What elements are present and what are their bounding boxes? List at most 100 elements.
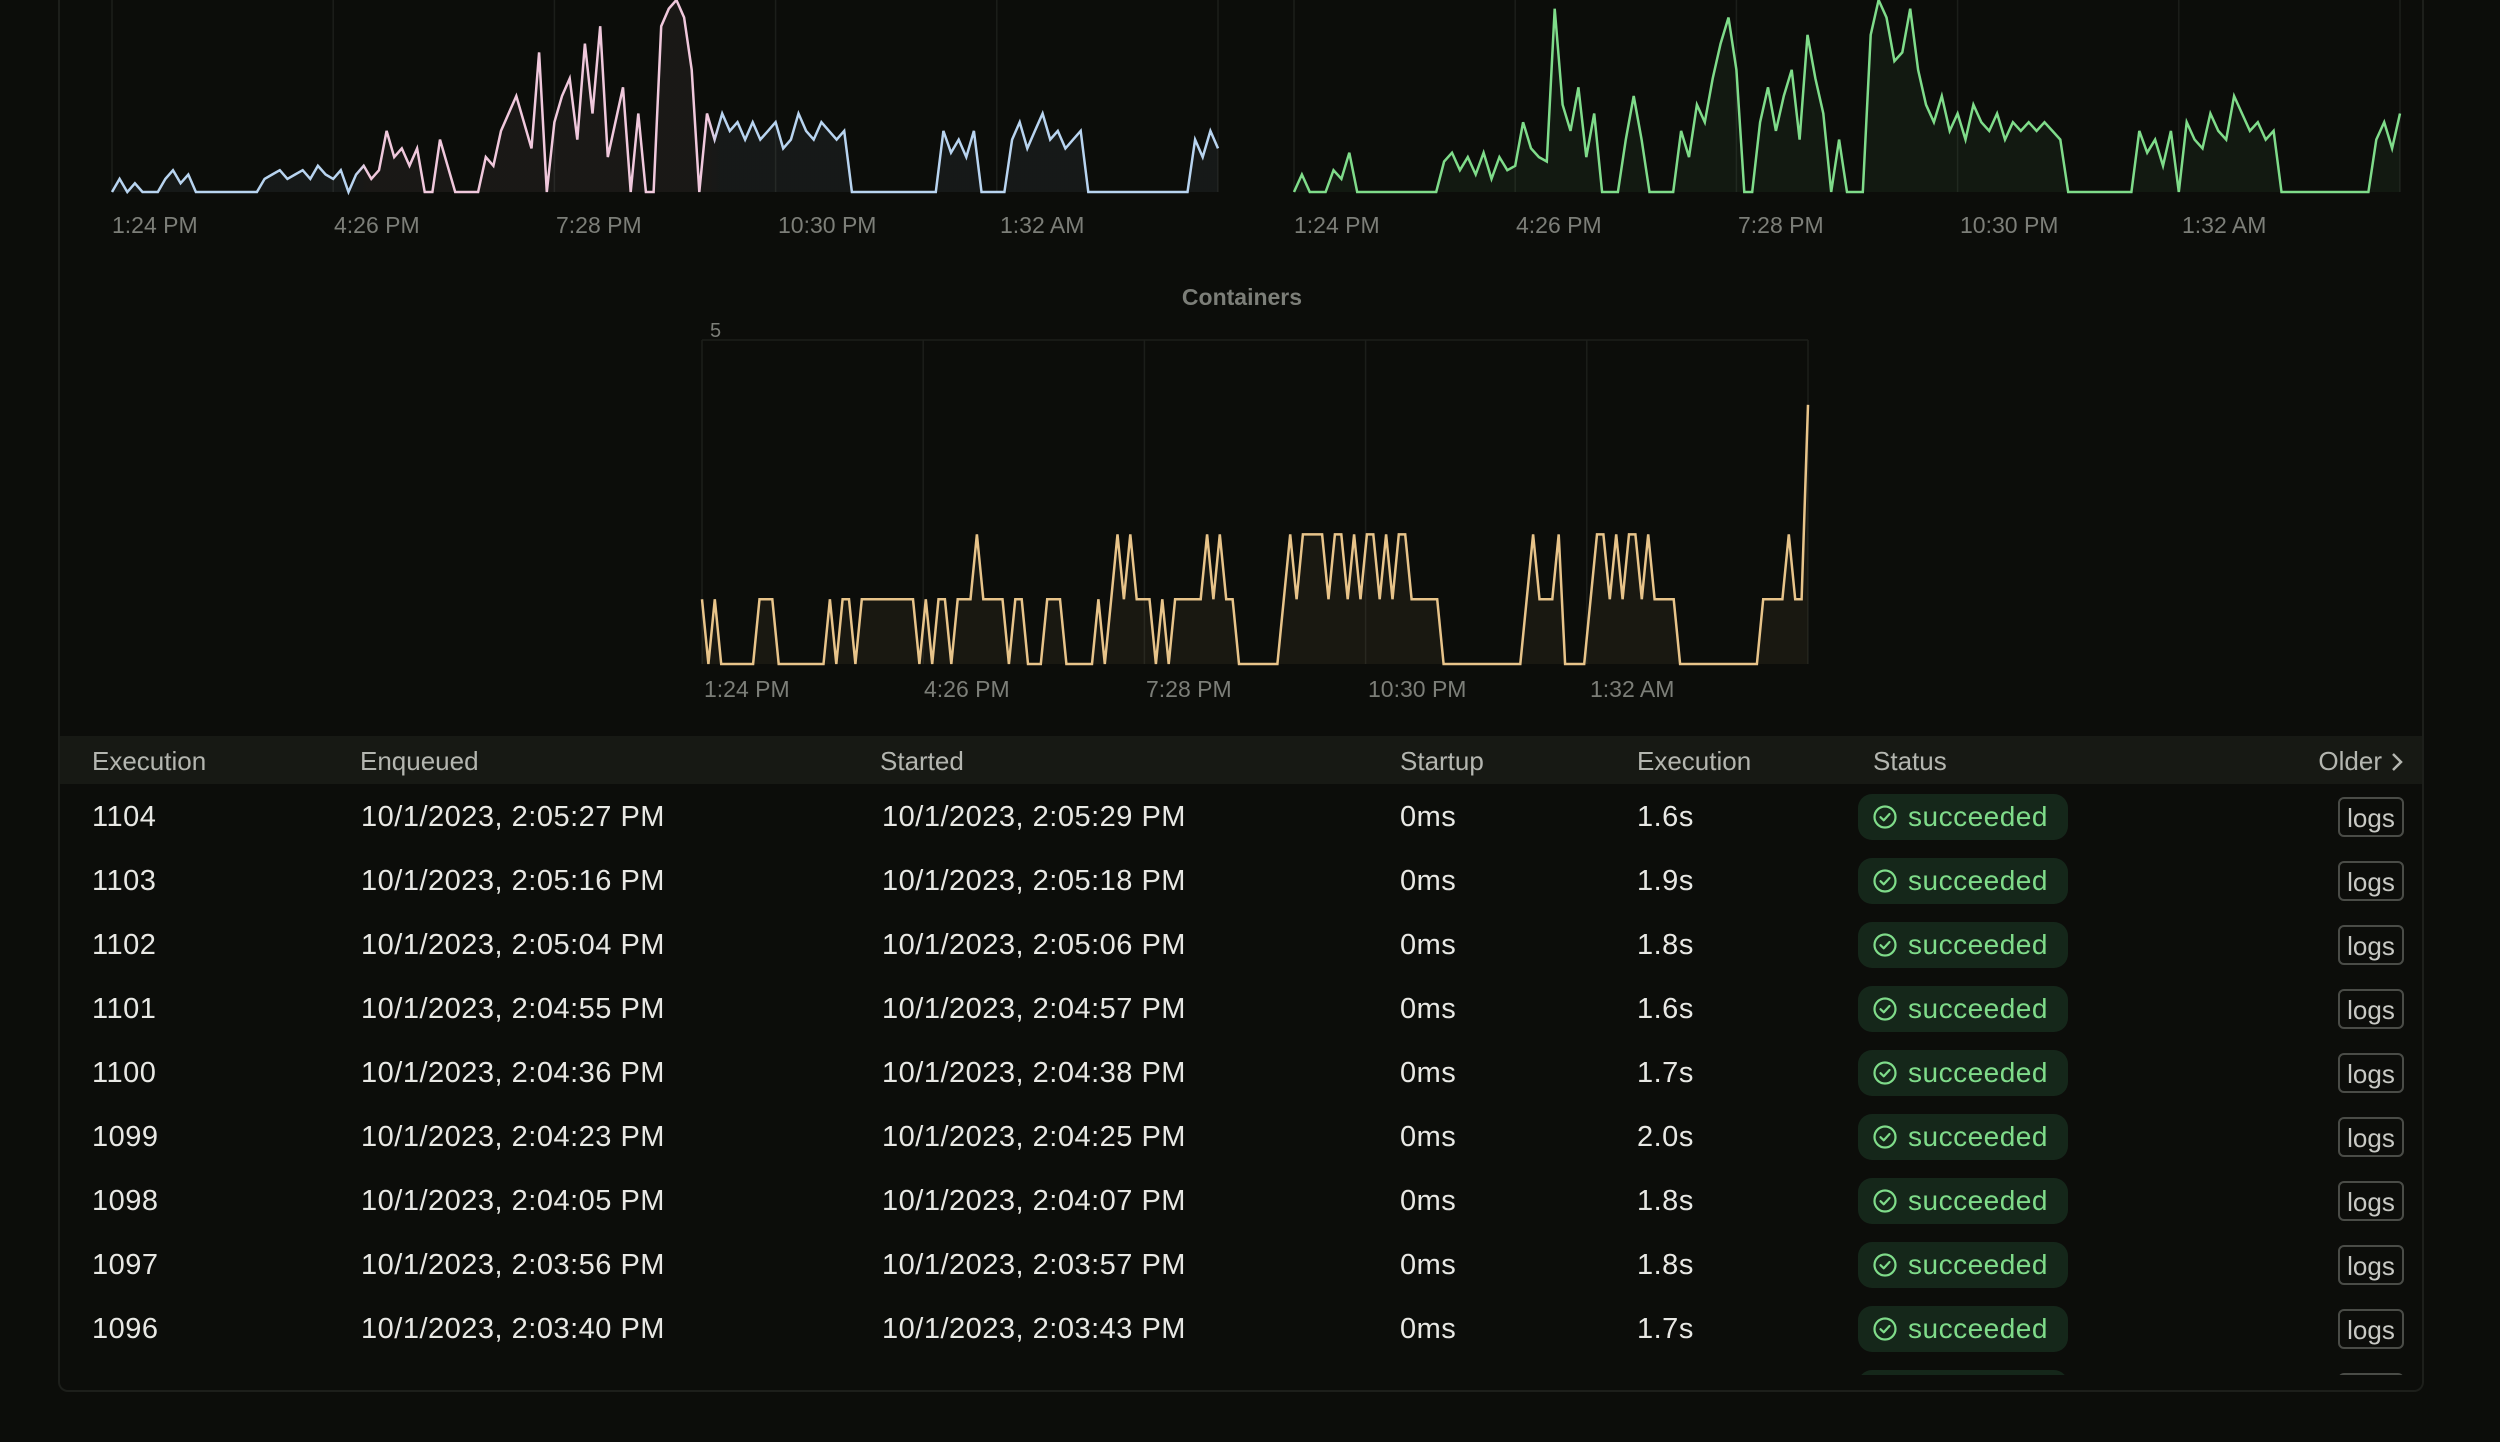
x-tick-label: 4:26 PM — [924, 676, 1010, 703]
chart-cpu-plot — [112, 0, 1218, 200]
x-tick-label: 1:32 AM — [2182, 212, 2266, 239]
x-tick-label: 4:26 PM — [334, 212, 420, 239]
x-tick-label: 1:32 AM — [1590, 676, 1674, 703]
cell-started: 10/1/2023, 2:03:43 PM — [882, 1313, 1186, 1346]
logs-button[interactable]: logs — [2338, 1309, 2404, 1349]
status-badge — [1858, 1370, 2068, 1375]
table-row[interactable]: 1101 10/1/2023, 2:04:55 PM 10/1/2023, 2:04… — [60, 977, 2422, 1041]
col-execution-time[interactable]: Execution — [1637, 746, 1751, 777]
logs-button[interactable]: logs — [2338, 1245, 2404, 1285]
table-row[interactable]: 1098 10/1/2023, 2:04:05 PM 10/1/2023, 2:04… — [60, 1169, 2422, 1233]
cell-started: 10/1/2023, 2:05:06 PM — [882, 929, 1186, 962]
logs-button[interactable]: logs — [2338, 797, 2404, 837]
cell-started: 10/1/2023, 2:05:18 PM — [882, 865, 1186, 898]
cell-started: 10/1/2023, 2:03:57 PM — [882, 1249, 1186, 1282]
cell-execution-id: 1096 — [92, 1313, 159, 1346]
executions-table: 1104 10/1/2023, 2:05:27 PM 10/1/2023, 2:05… — [60, 785, 2422, 1375]
col-started[interactable]: Started — [880, 746, 964, 777]
logs-button[interactable] — [2338, 1373, 2404, 1375]
logs-button[interactable]: logs — [2338, 861, 2404, 901]
cell-startup: 0ms — [1400, 1185, 1456, 1218]
check-circle-icon — [1872, 1124, 1898, 1150]
status-label: succeeded — [1908, 801, 2048, 833]
x-tick-label: 10:30 PM — [778, 212, 876, 239]
status-label: succeeded — [1908, 1313, 2048, 1345]
x-tick-label: 1:24 PM — [1294, 212, 1380, 239]
table-row[interactable]: 1099 10/1/2023, 2:04:23 PM 10/1/2023, 2:04… — [60, 1105, 2422, 1169]
check-circle-icon — [1872, 1252, 1898, 1278]
cell-execution-id: 1100 — [92, 1057, 156, 1090]
cell-execution-id: 1102 — [92, 929, 156, 962]
check-circle-icon — [1872, 1316, 1898, 1342]
table-row[interactable]: 1096 10/1/2023, 2:03:40 PM 10/1/2023, 2:03… — [60, 1297, 2422, 1361]
col-startup[interactable]: Startup — [1400, 746, 1484, 777]
table-row[interactable]: 1097 10/1/2023, 2:03:56 PM 10/1/2023, 2:03… — [60, 1233, 2422, 1297]
cell-execution-time: 1.7s — [1637, 1313, 1694, 1346]
cell-startup: 0ms — [1400, 865, 1456, 898]
check-circle-icon — [1872, 868, 1898, 894]
x-tick-label: 10:30 PM — [1960, 212, 2058, 239]
cell-started: 10/1/2023, 2:04:07 PM — [882, 1185, 1186, 1218]
cell-enqueued: 10/1/2023, 2:05:27 PM — [361, 801, 665, 834]
table-row[interactable]: 1100 10/1/2023, 2:04:36 PM 10/1/2023, 2:04… — [60, 1041, 2422, 1105]
cell-startup: 0ms — [1400, 801, 1456, 834]
chart-memory-plot — [1294, 0, 2400, 200]
col-execution[interactable]: Execution — [92, 746, 206, 777]
table-row[interactable] — [60, 1361, 2422, 1375]
status-badge: succeeded — [1858, 1178, 2068, 1224]
status-label: succeeded — [1908, 1185, 2048, 1217]
cell-enqueued: 10/1/2023, 2:05:16 PM — [361, 865, 665, 898]
cell-execution-time: 1.8s — [1637, 929, 1694, 962]
chart-memory: 1:24 PM 4:26 PM 7:28 PM 10:30 PM 1:32 AM — [1294, 0, 2400, 250]
cell-startup: 0ms — [1400, 1121, 1456, 1154]
status-badge: succeeded — [1858, 858, 2068, 904]
x-tick-label: 7:28 PM — [556, 212, 642, 239]
cell-execution-time: 1.8s — [1637, 1185, 1694, 1218]
status-badge: succeeded — [1858, 1050, 2068, 1096]
check-circle-icon — [1872, 804, 1898, 830]
cell-enqueued: 10/1/2023, 2:04:23 PM — [361, 1121, 665, 1154]
x-tick-label: 10:30 PM — [1368, 676, 1466, 703]
older-button[interactable]: Older — [2318, 746, 2404, 777]
logs-button[interactable]: logs — [2338, 989, 2404, 1029]
table-row[interactable]: 1104 10/1/2023, 2:05:27 PM 10/1/2023, 2:05… — [60, 785, 2422, 849]
chart-containers-plot — [702, 330, 1812, 710]
logs-button[interactable]: logs — [2338, 1181, 2404, 1221]
cell-started: 10/1/2023, 2:04:25 PM — [882, 1121, 1186, 1154]
cell-execution-id: 1098 — [92, 1185, 159, 1218]
logs-button[interactable]: logs — [2338, 925, 2404, 965]
cell-execution-id: 1099 — [92, 1121, 159, 1154]
cell-execution-time: 1.6s — [1637, 801, 1694, 834]
col-status[interactable]: Status — [1873, 746, 1947, 777]
cell-startup: 0ms — [1400, 1057, 1456, 1090]
cell-execution-id: 1101 — [92, 993, 156, 1026]
logs-button[interactable]: logs — [2338, 1117, 2404, 1157]
cell-started: 10/1/2023, 2:05:29 PM — [882, 801, 1186, 834]
table-row[interactable]: 1102 10/1/2023, 2:05:04 PM 10/1/2023, 2:05… — [60, 913, 2422, 977]
logs-button[interactable]: logs — [2338, 1053, 2404, 1093]
table-row[interactable]: 1103 10/1/2023, 2:05:16 PM 10/1/2023, 2:05… — [60, 849, 2422, 913]
status-badge: succeeded — [1858, 986, 2068, 1032]
chart-title: Containers — [702, 284, 1782, 311]
chart-cpu: 1:24 PM 4:26 PM 7:28 PM 10:30 PM 1:32 AM — [112, 0, 1218, 250]
cell-started: 10/1/2023, 2:04:38 PM — [882, 1057, 1186, 1090]
cell-execution-time: 2.0s — [1637, 1121, 1694, 1154]
cell-enqueued: 10/1/2023, 2:03:40 PM — [361, 1313, 665, 1346]
series-area — [702, 405, 1808, 664]
x-tick-label: 7:28 PM — [1738, 212, 1824, 239]
col-enqueued[interactable]: Enqueued — [360, 746, 479, 777]
table-header: Execution Enqueued Started Startup Execu… — [60, 736, 2422, 784]
check-circle-icon — [1872, 996, 1898, 1022]
chevron-right-icon — [2390, 751, 2404, 773]
check-circle-icon — [1872, 1188, 1898, 1214]
cell-enqueued: 10/1/2023, 2:05:04 PM — [361, 929, 665, 962]
x-tick-label: 1:24 PM — [704, 676, 790, 703]
series-area — [112, 0, 1218, 192]
cell-startup: 0ms — [1400, 993, 1456, 1026]
cell-enqueued: 10/1/2023, 2:04:55 PM — [361, 993, 665, 1026]
status-badge: succeeded — [1858, 1242, 2068, 1288]
status-badge: succeeded — [1858, 794, 2068, 840]
cell-startup: 0ms — [1400, 929, 1456, 962]
cell-started: 10/1/2023, 2:04:57 PM — [882, 993, 1186, 1026]
cell-execution-time: 1.9s — [1637, 865, 1694, 898]
